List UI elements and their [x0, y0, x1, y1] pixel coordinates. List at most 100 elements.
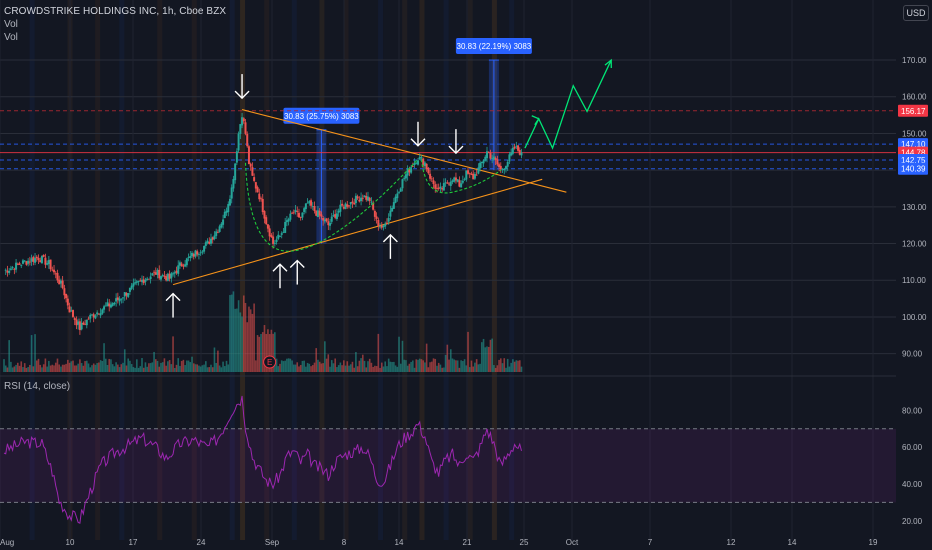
volume-bar [230, 294, 233, 372]
trendline-descending[interactable] [241, 109, 567, 193]
candle-body [279, 235, 281, 237]
volume-bar [103, 343, 105, 372]
volume-bar [484, 347, 487, 372]
session-stripe [419, 0, 425, 540]
candle-body [116, 297, 119, 300]
earnings-marker-icon[interactable] [263, 355, 277, 369]
rsi-tick-label: 20.00 [902, 517, 923, 526]
candle-body [165, 276, 168, 281]
volume-bar [182, 359, 185, 372]
candle-body [430, 178, 433, 180]
candle-body [487, 151, 490, 154]
volume-bar [279, 363, 281, 372]
price-tick-label: 150.00 [902, 129, 927, 138]
cup-curves [244, 158, 502, 252]
price-tick-label: 170.00 [902, 56, 927, 65]
candle-body [149, 276, 152, 280]
candle-body [484, 156, 487, 161]
candle-body [273, 242, 276, 244]
candle-body [153, 271, 156, 273]
candle-body [222, 219, 225, 225]
volume-bar [217, 350, 219, 372]
candle-body [410, 167, 413, 173]
candle-body [247, 146, 250, 165]
volume-bar [451, 358, 454, 372]
volume-bar [67, 359, 69, 372]
candle-body [122, 297, 125, 299]
candle-body [144, 279, 147, 282]
price-tag[interactable] [898, 104, 928, 117]
candle-body [113, 302, 116, 305]
volume-bar [94, 364, 97, 372]
volume-bar [317, 359, 319, 372]
volume-bar [486, 346, 488, 372]
candle-body [297, 212, 300, 218]
candle-body [108, 303, 111, 307]
volume-bar [396, 366, 399, 372]
volume-bar [399, 363, 402, 372]
volume-bar [25, 367, 28, 372]
volume-bar [60, 366, 62, 372]
candle-body [25, 261, 28, 265]
volume-bar [10, 361, 12, 372]
candle-body [104, 305, 107, 307]
candle-body [503, 168, 506, 171]
price-tag[interactable] [898, 162, 928, 175]
candle-body [468, 173, 471, 174]
cup-curve[interactable] [420, 159, 502, 194]
candle-body [182, 265, 185, 267]
candle-body [289, 213, 292, 220]
candle-body [403, 177, 406, 179]
candle-body [78, 321, 81, 331]
volume-bar [408, 363, 411, 372]
volume-bar [448, 359, 450, 372]
volume-bar [393, 361, 395, 372]
candle-body [220, 223, 223, 228]
candle-body [177, 265, 180, 274]
candle-body [34, 258, 37, 263]
volume-bar [465, 365, 468, 372]
rsi-line[interactable] [3, 395, 522, 524]
volume-bar [374, 365, 376, 372]
candle-body [368, 197, 371, 202]
rsi-band [0, 428, 896, 503]
volume-bar [455, 360, 457, 372]
volume-bar [170, 364, 173, 372]
volume-bar [467, 331, 469, 372]
volume-bar [479, 363, 481, 372]
volume-bar [487, 346, 490, 372]
volume-bar [513, 361, 516, 372]
volume-bar [349, 364, 352, 372]
candle-body [463, 179, 466, 181]
measure-label-box [283, 107, 360, 124]
time-tick-label: Sep [265, 538, 280, 547]
candle-body [215, 231, 218, 236]
volume-bar [427, 367, 430, 372]
volume-bar [79, 359, 81, 372]
volume-bar [329, 366, 331, 372]
candle-body [406, 168, 409, 176]
measure-label: 30.83 (22.19%) 3083 [457, 42, 532, 51]
candle-body [380, 225, 383, 228]
candle-body [135, 281, 138, 283]
volume-bar [73, 365, 76, 372]
candle-body [158, 269, 161, 279]
currency-badge[interactable]: USD [903, 5, 929, 21]
cup-curve[interactable] [244, 158, 419, 252]
projection-line[interactable] [524, 59, 612, 150]
volume-bar [491, 338, 493, 372]
volume-bar [330, 360, 333, 372]
candle-body [437, 187, 440, 190]
time-tick-label: 7 [648, 538, 653, 547]
volume-bar [129, 360, 131, 372]
price-tag-label: 147.10 [901, 140, 926, 149]
down-arrow-icon-head [448, 145, 464, 155]
candle-body [208, 241, 211, 244]
measurement-boxes: 30.83 (25.75%) 3083 30.83 (22.19%) 3083 [283, 38, 532, 244]
time-tick-label: 25 [520, 538, 529, 547]
volume-bar [137, 367, 140, 372]
volume-bar [265, 333, 267, 372]
trendline-ascending[interactable] [172, 178, 543, 286]
volume-bar [332, 363, 335, 372]
